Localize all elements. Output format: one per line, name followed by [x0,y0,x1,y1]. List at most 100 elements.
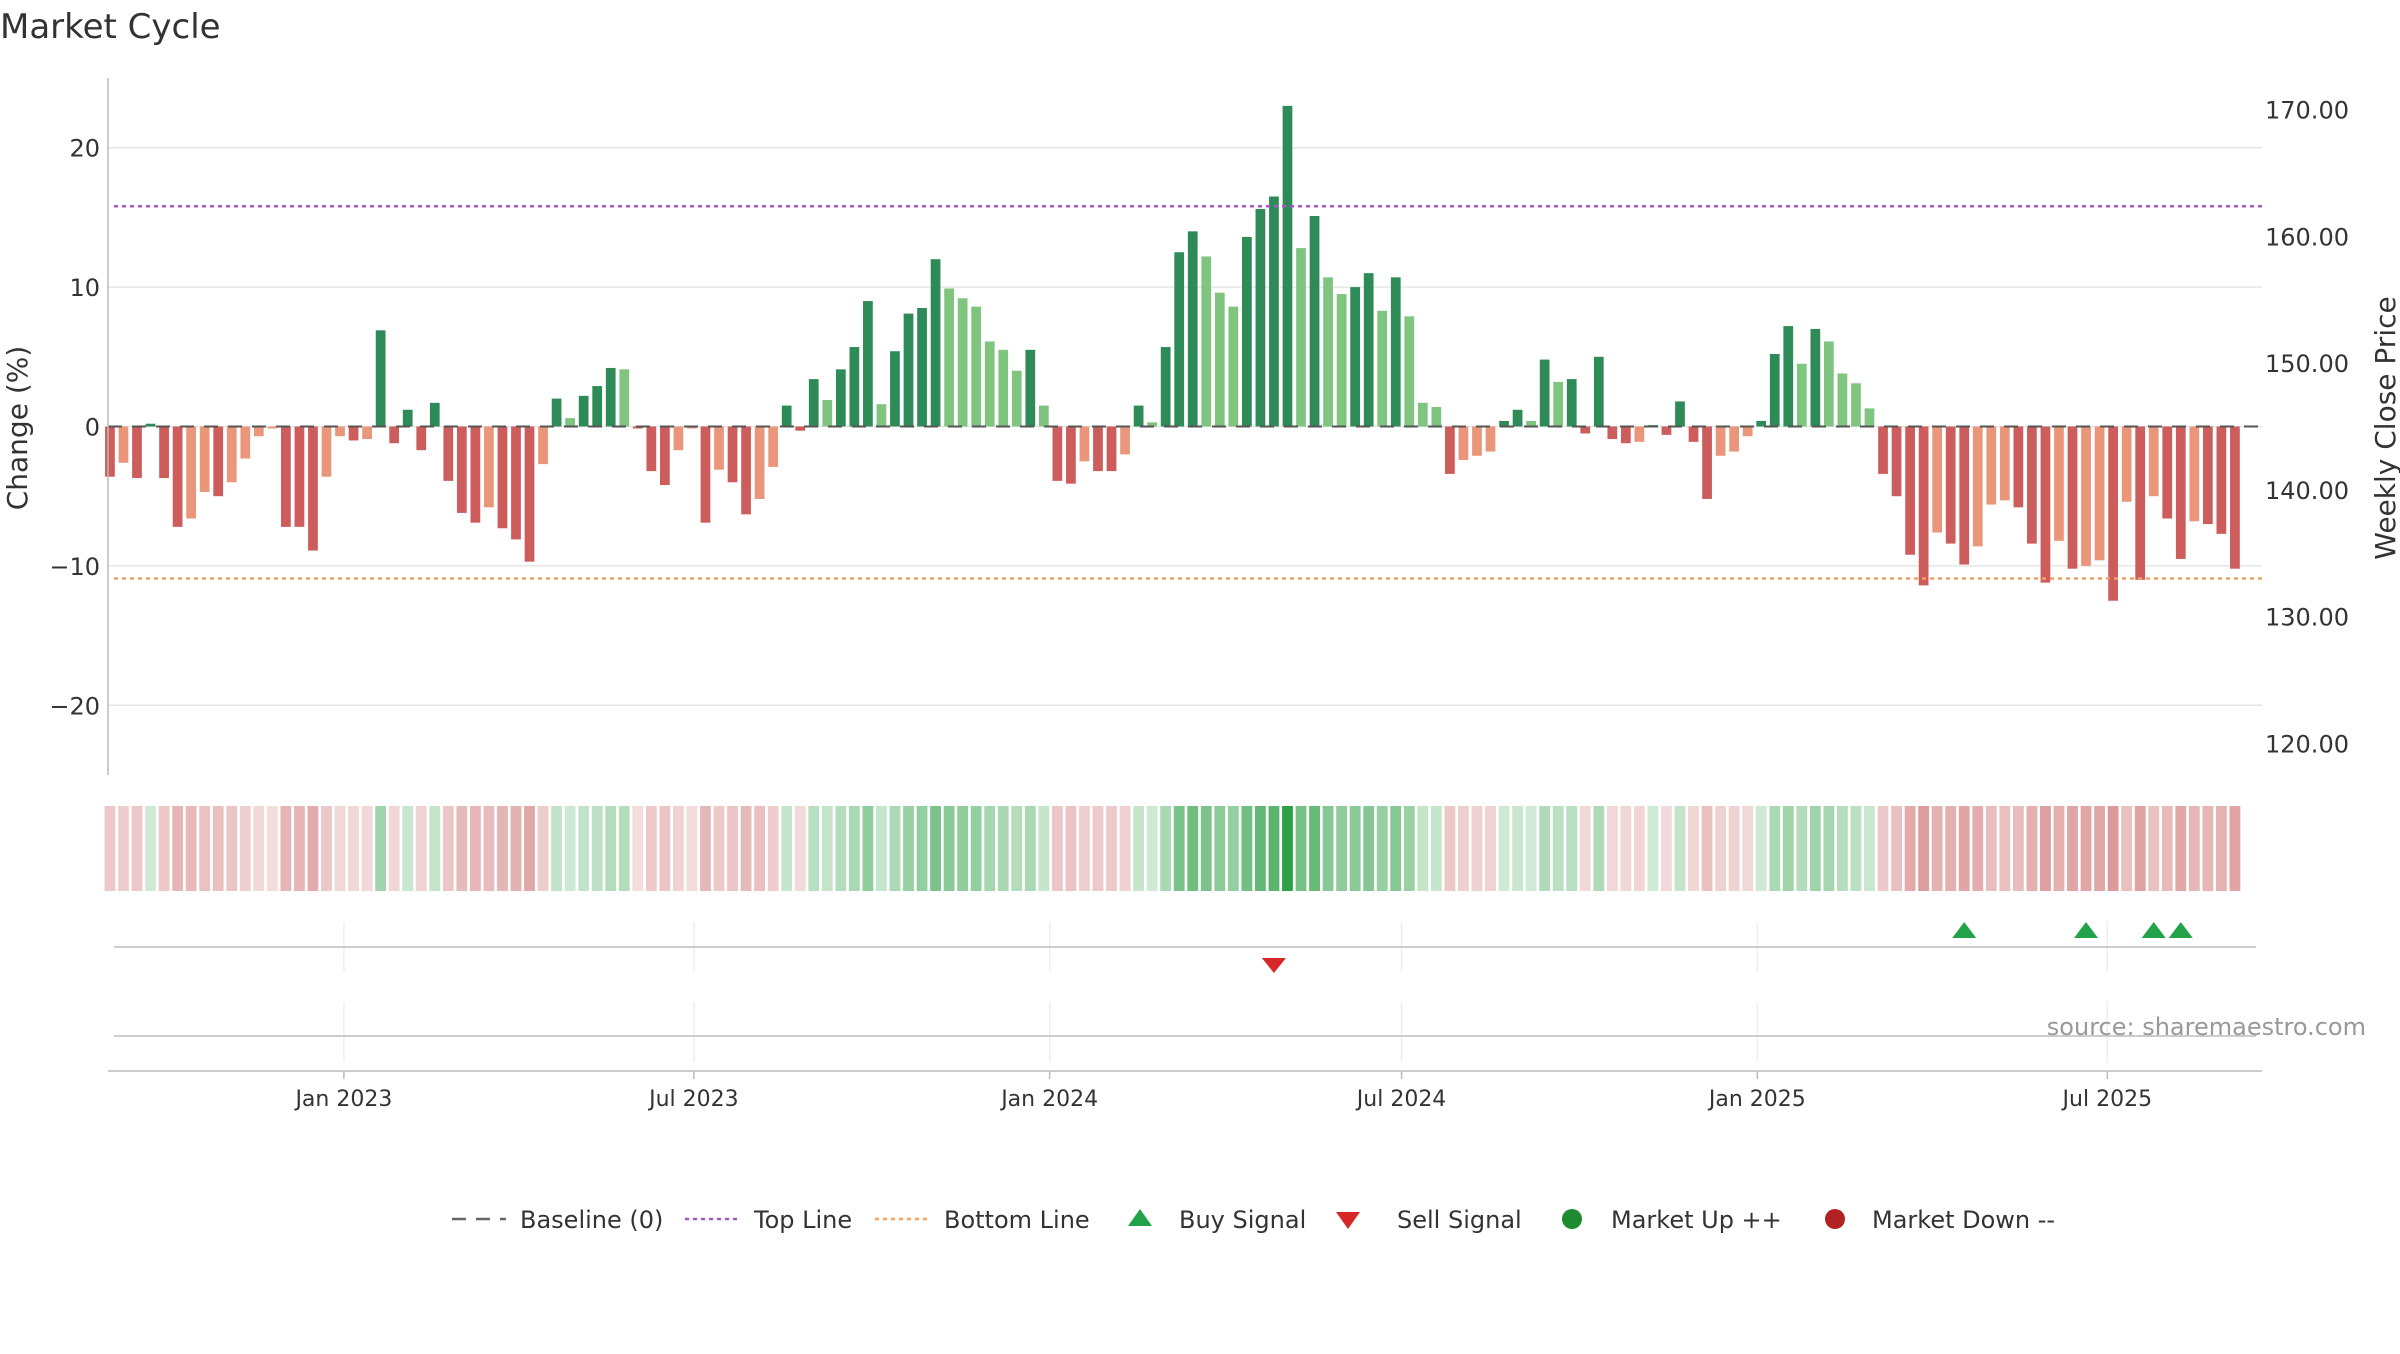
heat-cell [185,806,197,891]
bar [1187,231,1198,427]
bar [2230,426,2240,569]
legend-item: Market Up ++ [1562,1206,1782,1234]
heat-cell [889,806,901,891]
source-note: source: sharemaestro.com [2047,1013,2366,1041]
heat-cell [1796,806,1808,891]
y2-tick-label: 150.00 [2265,350,2349,378]
bar [2067,426,2078,569]
heat-cell [1146,806,1158,891]
heat-cell [145,806,156,891]
legend-item: Baseline (0) [452,1206,663,1234]
heat-cell [402,806,414,891]
heat-cell [1092,806,1104,891]
heat-cell [754,806,766,891]
bar [1417,402,1428,427]
heat-cell [375,806,387,891]
heat-cell [564,806,576,891]
bar [741,426,751,515]
bar [768,426,779,467]
bar [1702,426,1712,499]
buy-signal-marker [2141,922,2166,938]
heat-cell [1173,806,1185,891]
heat-cell [903,806,914,891]
legend-marker [1825,1209,1845,1229]
bar [1620,426,1631,444]
bar [2148,426,2159,497]
y-tick-label: 0 [85,414,100,442]
bar [1729,426,1740,452]
bar [1905,426,1915,555]
bar [1891,426,1902,497]
heat-cell [2080,806,2092,891]
heat-cell [469,806,481,891]
heat-cell [1214,806,1226,891]
heat-cell [1958,806,1970,891]
heat-cell [1525,806,1537,891]
bar [1485,426,1496,452]
heat-cell [794,806,806,891]
bar [1336,294,1347,427]
y-tick-label: 10 [69,274,100,302]
heat-cell [266,806,278,891]
heat-cell [1742,806,1754,891]
bar [1769,354,1780,427]
bar [903,313,914,427]
bar [1634,426,1645,442]
x-tick-label: Jan 2024 [999,1087,1098,1112]
bar [2216,426,2227,534]
heat-cell [618,806,630,891]
heat-cell [632,806,644,891]
heat-cell [645,806,657,891]
bar [1756,420,1767,427]
heat-cell [984,806,996,891]
heat-cell [280,806,292,891]
heat-cell [1133,806,1145,891]
bar [1174,252,1185,427]
heat-cell [1850,806,1862,891]
bar [267,426,278,429]
y2-tick-label: 120.00 [2265,730,2349,758]
heat-cell [1430,806,1442,891]
heat-cell [1701,806,1713,891]
heat-cell [537,806,549,891]
bar [957,298,968,427]
legend-item: Top Line [685,1206,852,1234]
grid-lines [108,146,2262,707]
bar [998,349,1009,427]
heat-cell [1011,806,1023,891]
y-tick-label: −10 [49,553,100,581]
bar [1945,426,1956,544]
legend-item: Buy Signal [1128,1206,1306,1234]
bar [443,426,454,481]
bar [795,426,806,431]
heat-cell [1444,806,1456,891]
bar [1688,426,1699,442]
bar [1350,287,1361,427]
heat-cell [1918,806,1930,891]
x-tick-label: Jan 2025 [1707,1087,1806,1112]
bar [1431,406,1442,427]
x-axis: Jan 2023 Jul 2023 Jan 2024 Jul 2024 Jan 2025… [108,1070,2262,1112]
heat-cell [388,806,400,891]
heat-cell [1837,806,1848,891]
bar [1363,273,1374,427]
bar [619,369,630,427]
bar [281,426,291,527]
legend-label: Baseline (0) [520,1206,663,1234]
heat-cell [2067,806,2078,891]
heat-cell [1755,806,1767,891]
bar [578,395,589,427]
heat-cell [578,806,590,891]
heat-cell [2188,806,2200,891]
bar [159,426,169,479]
heat-cell [239,806,251,891]
bar [592,386,603,427]
bar [1553,381,1564,427]
bar [2108,426,2118,601]
y2-axis-label: Weekly Close Price [2369,296,2400,559]
bar [2027,426,2037,544]
bar [1918,426,1929,586]
heat-cell [686,806,698,891]
bar [1093,426,1103,472]
